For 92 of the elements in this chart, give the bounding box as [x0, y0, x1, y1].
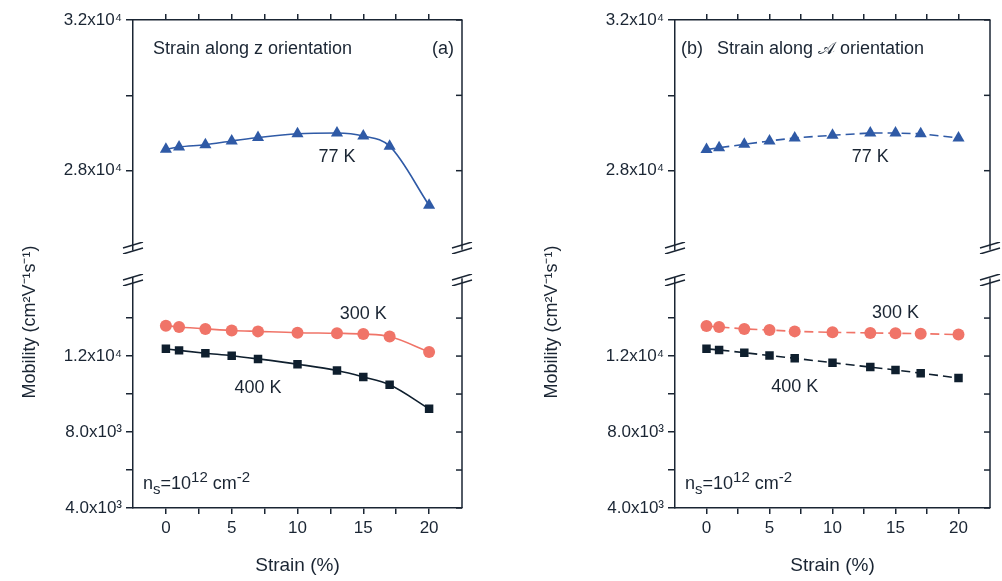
point: [225, 324, 238, 337]
x-axis-title: Strain (%): [790, 553, 875, 575]
point: [357, 129, 370, 140]
annotation: Strain along z orientation: [153, 38, 353, 59]
point: [383, 330, 396, 343]
point: [763, 324, 776, 337]
point: [252, 325, 265, 338]
x-tick-label: 5: [764, 517, 775, 537]
point: [889, 327, 902, 340]
point: [174, 346, 184, 355]
annotation: Strain along 𝒜 orientation: [717, 38, 925, 59]
y-tick-label: 8.0x10³: [607, 421, 665, 441]
point: [864, 126, 877, 137]
point: [765, 351, 774, 360]
point: [385, 380, 394, 389]
point: [954, 373, 963, 383]
point: [866, 362, 875, 372]
point: [740, 348, 749, 357]
point: [173, 139, 186, 151]
series-label: 400 K: [771, 376, 819, 397]
point: [952, 130, 965, 142]
annotation: n$_{s}$=10$^{12}$ cm$^{-2}$: [685, 468, 793, 497]
point: [738, 137, 751, 148]
point: [332, 366, 342, 375]
point: [293, 359, 302, 369]
y-axis-title: Mobility (cm²V⁻¹s⁻¹): [18, 245, 40, 399]
point: [423, 198, 436, 209]
point: [251, 130, 265, 142]
point: [199, 322, 212, 335]
point: [159, 142, 172, 153]
point: [916, 368, 925, 378]
y-axis-title: Mobility (cm²V⁻¹s⁻¹): [540, 245, 562, 399]
point: [201, 348, 210, 358]
point: [763, 133, 776, 145]
point: [864, 326, 877, 339]
series-label: 77 K: [851, 145, 889, 166]
y-tick-label: 3.2x10⁴: [605, 9, 664, 29]
point: [225, 133, 238, 145]
point: [826, 128, 839, 139]
series-label: 300 K: [871, 302, 920, 323]
point: [914, 327, 927, 340]
y-tick-label: 1.2x10⁴: [63, 345, 122, 365]
point: [173, 321, 186, 334]
x-tick-label: 15: [353, 517, 373, 537]
point: [291, 126, 304, 138]
point: [159, 319, 172, 332]
x-tick-label: 10: [288, 517, 307, 537]
point: [423, 346, 436, 359]
point: [952, 328, 965, 341]
x-tick-label: 20: [419, 517, 439, 537]
point: [788, 130, 801, 142]
annotation: (b): [681, 38, 703, 59]
point: [330, 327, 343, 340]
point: [826, 326, 839, 339]
point: [357, 328, 370, 341]
point: [227, 351, 236, 360]
annotation: (a): [432, 38, 454, 59]
y-tick-label: 2.8x10⁴: [63, 160, 122, 180]
point: [330, 126, 344, 137]
x-tick-label: 0: [701, 517, 712, 537]
point: [891, 365, 900, 375]
y-tick-label: 1.2x10⁴: [605, 345, 664, 365]
point: [713, 140, 726, 152]
series-label: 300 K: [339, 303, 387, 323]
x-tick-label: 15: [886, 517, 905, 537]
series-label: 400 K: [234, 376, 282, 397]
point: [383, 139, 396, 150]
point: [889, 126, 902, 137]
x-tick-label: 5: [226, 517, 237, 537]
annotation: n$_{s}$=10$^{12}$ cm$^{-2}$: [143, 468, 251, 497]
point: [738, 322, 751, 335]
y-tick-label: 2.8x10⁴: [605, 160, 664, 180]
point: [199, 137, 212, 149]
point: [700, 142, 713, 154]
point: [359, 372, 368, 382]
y-tick-label: 4.0x10³: [65, 497, 123, 517]
point: [713, 321, 726, 334]
y-tick-label: 3.2x10⁴: [63, 9, 122, 29]
x-axis-title: Strain (%): [255, 553, 340, 575]
point: [788, 325, 801, 338]
point: [702, 344, 711, 354]
y-tick-label: 8.0x10³: [65, 421, 123, 441]
x-tick-label: 20: [949, 517, 968, 537]
x-tick-label: 10: [823, 517, 842, 537]
series-label: 77 K: [318, 145, 356, 166]
x-tick-label: 0: [161, 517, 171, 537]
y-tick-label: 4.0x10³: [607, 497, 665, 517]
point: [291, 326, 304, 339]
point: [790, 354, 799, 363]
point: [828, 358, 837, 367]
point: [700, 320, 713, 333]
point: [914, 126, 927, 138]
